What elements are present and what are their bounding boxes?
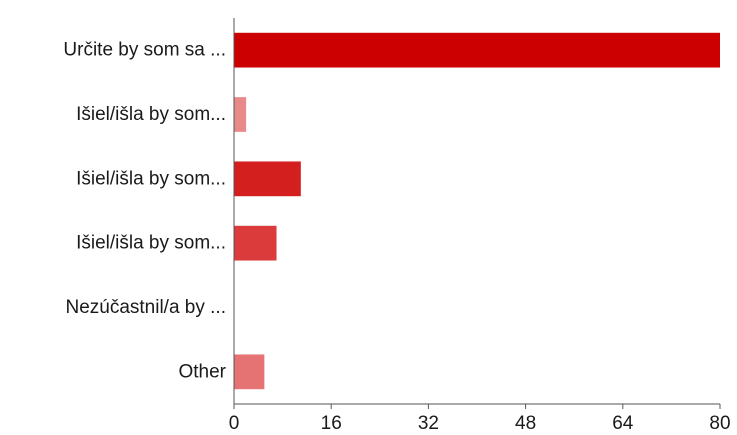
x-tick-label-0: 0 [229, 413, 240, 434]
x-tick-label-2: 32 [418, 413, 439, 434]
x-tick-label-5: 80 [709, 413, 730, 434]
bar-1 [234, 97, 247, 132]
category-label-0: Určite by som sa ... [63, 40, 226, 61]
category-label-5: Other [178, 361, 226, 382]
category-label-4: Nezúčastnil/a by ... [65, 297, 226, 318]
category-label-2: Išiel/išla by som... [76, 168, 226, 189]
x-tick-label-1: 16 [321, 413, 342, 434]
bar-0 [234, 32, 720, 68]
bar-3 [234, 225, 277, 261]
x-tick-label-3: 48 [515, 413, 536, 434]
category-label-1: Išiel/išla by som... [76, 104, 226, 125]
bar-5 [234, 354, 265, 390]
category-label-3: Išiel/išla by som... [76, 233, 226, 254]
x-ticks-group: 0 16 32 48 64 80 [229, 404, 731, 434]
bar-2 [234, 161, 301, 197]
x-tick-label-4: 64 [612, 413, 634, 434]
bars-group [234, 32, 720, 390]
category-labels-group: Určite by som sa ... Išiel/išla by som...… [63, 40, 226, 383]
